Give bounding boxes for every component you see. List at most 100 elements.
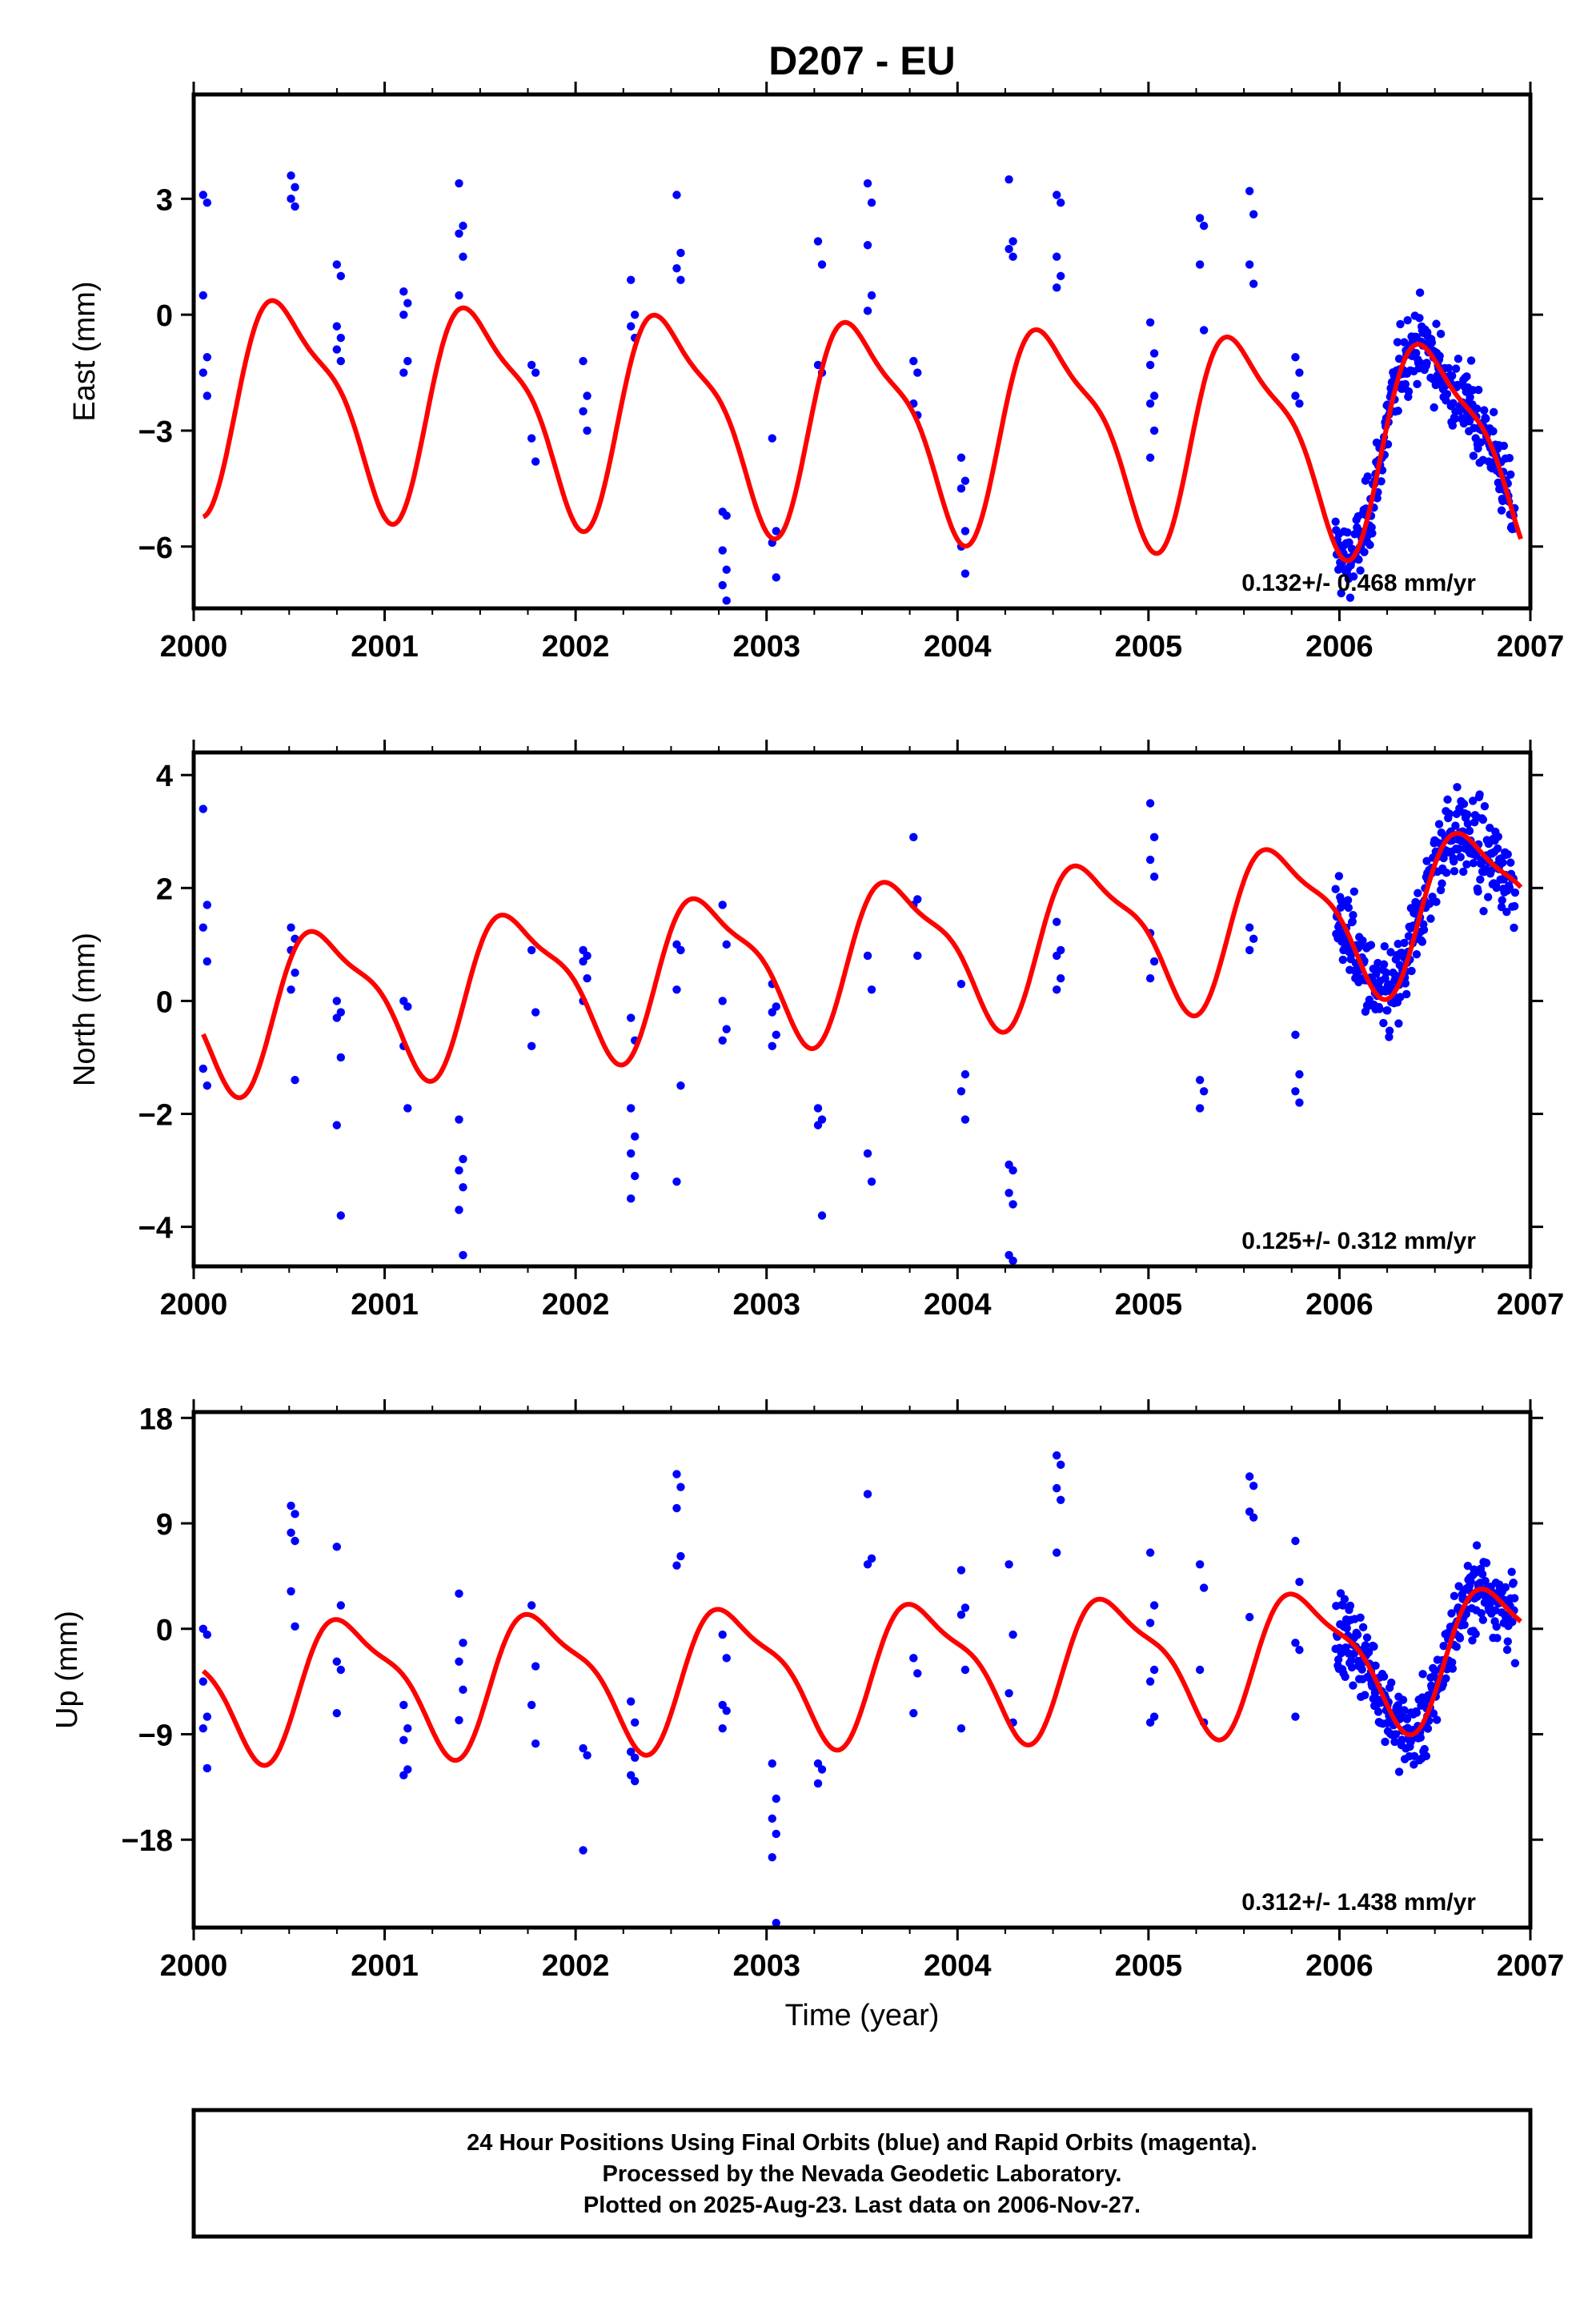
data-point <box>1506 858 1515 867</box>
data-point <box>631 1718 640 1727</box>
x-tick-label: 2003 <box>732 1949 800 1983</box>
data-point <box>203 391 212 400</box>
data-point <box>203 1763 212 1773</box>
data-point <box>579 356 587 366</box>
data-point <box>1245 945 1254 955</box>
data-point <box>863 1490 872 1499</box>
data-point <box>1412 1708 1422 1717</box>
velocity-rate-label: 0.312+/- 1.438 mm/yr <box>1241 1889 1476 1916</box>
data-point <box>913 368 922 377</box>
data-point <box>332 997 342 1005</box>
data-point <box>198 1624 208 1633</box>
data-point <box>1493 1634 1502 1643</box>
data-point <box>1291 353 1300 362</box>
data-point <box>1462 860 1471 869</box>
data-point <box>1373 494 1381 503</box>
data-point <box>813 1104 823 1113</box>
data-point <box>527 1700 536 1710</box>
data-point <box>1295 1098 1304 1107</box>
data-point <box>1422 857 1431 865</box>
data-point <box>1434 820 1444 828</box>
data-point <box>631 1753 640 1762</box>
data-point <box>960 476 970 485</box>
data-point <box>1364 1647 1373 1657</box>
y-tick-label: −3 <box>138 415 173 449</box>
data-point <box>198 804 208 813</box>
data-point <box>1432 1715 1442 1724</box>
data-point <box>672 1177 681 1186</box>
data-point <box>1416 1733 1426 1742</box>
data-point <box>772 527 780 536</box>
data-point <box>627 1747 636 1756</box>
data-point <box>1400 938 1409 948</box>
data-point <box>1354 555 1363 564</box>
data-point <box>1498 896 1506 905</box>
x-axis-title: Time (year) <box>785 1999 940 2032</box>
data-point <box>768 1041 776 1051</box>
data-point <box>399 287 408 296</box>
data-point <box>1439 853 1448 863</box>
data-point <box>1447 1658 1457 1667</box>
data-point <box>1483 893 1493 901</box>
data-point <box>1412 950 1422 959</box>
data-point <box>1469 859 1478 868</box>
data-point <box>1149 1712 1159 1721</box>
data-point <box>403 299 412 307</box>
y-tick-label: 0 <box>156 1614 173 1647</box>
data-point <box>1507 1567 1516 1576</box>
data-point <box>203 901 212 909</box>
data-point <box>863 1560 872 1569</box>
data-point <box>459 1639 467 1647</box>
data-point <box>1245 923 1254 932</box>
data-point <box>203 1712 212 1721</box>
data-point <box>1295 368 1304 377</box>
data-point <box>956 484 966 493</box>
data-point <box>1451 364 1461 373</box>
data-point <box>956 1087 966 1096</box>
data-point <box>1393 338 1402 347</box>
data-point <box>1356 1613 1365 1622</box>
data-point <box>960 1069 970 1079</box>
data-point <box>1379 960 1389 969</box>
data-point <box>1334 872 1344 881</box>
data-point <box>403 1723 412 1733</box>
data-point <box>1005 175 1013 184</box>
data-point <box>198 1064 208 1073</box>
data-point <box>1347 1655 1356 1665</box>
data-point <box>1245 1612 1254 1622</box>
data-point <box>455 179 463 188</box>
data-point <box>1503 849 1512 859</box>
data-point <box>1415 288 1425 297</box>
plot-area <box>198 171 1523 605</box>
data-point <box>1149 391 1159 400</box>
data-point <box>1402 1715 1412 1723</box>
data-point <box>1443 795 1452 804</box>
data-point <box>817 260 827 269</box>
data-point <box>1373 1707 1383 1716</box>
data-point <box>1057 271 1065 281</box>
data-point <box>813 1759 823 1768</box>
data-point <box>867 1554 876 1563</box>
data-point <box>676 1482 685 1491</box>
up-panel: 2000 2001 2002 2003 2004 2005 2006 2007 −18 −9 0 9 1… <box>50 1399 1564 1983</box>
data-point <box>722 511 731 520</box>
data-point <box>1449 399 1458 407</box>
data-point <box>1005 244 1013 254</box>
data-point <box>1463 819 1473 828</box>
data-point <box>1291 391 1300 400</box>
data-point <box>1377 477 1385 486</box>
data-point <box>1497 506 1506 515</box>
data-point <box>203 1630 212 1639</box>
data-point <box>332 1657 342 1666</box>
data-point <box>772 1918 780 1928</box>
data-point <box>1415 314 1424 323</box>
data-point <box>627 1104 636 1113</box>
data-point <box>1009 1166 1017 1175</box>
data-point <box>1450 867 1459 876</box>
caption-box <box>191 2108 1533 2239</box>
data-point <box>1295 399 1304 408</box>
data-point <box>583 973 591 983</box>
data-point <box>1195 1075 1205 1085</box>
model-fit-line <box>202 298 1523 564</box>
data-point <box>960 569 970 578</box>
